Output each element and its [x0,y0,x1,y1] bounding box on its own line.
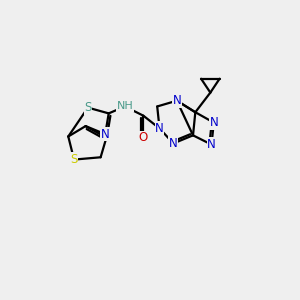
Text: N: N [101,128,110,141]
Text: S: S [84,101,92,114]
Text: N: N [169,137,178,150]
Text: N: N [172,94,181,107]
Text: S: S [70,153,78,166]
Text: O: O [139,131,148,144]
Text: N: N [209,116,218,129]
Text: N: N [207,138,216,151]
Text: N: N [155,122,164,135]
Text: NH: NH [116,101,133,112]
